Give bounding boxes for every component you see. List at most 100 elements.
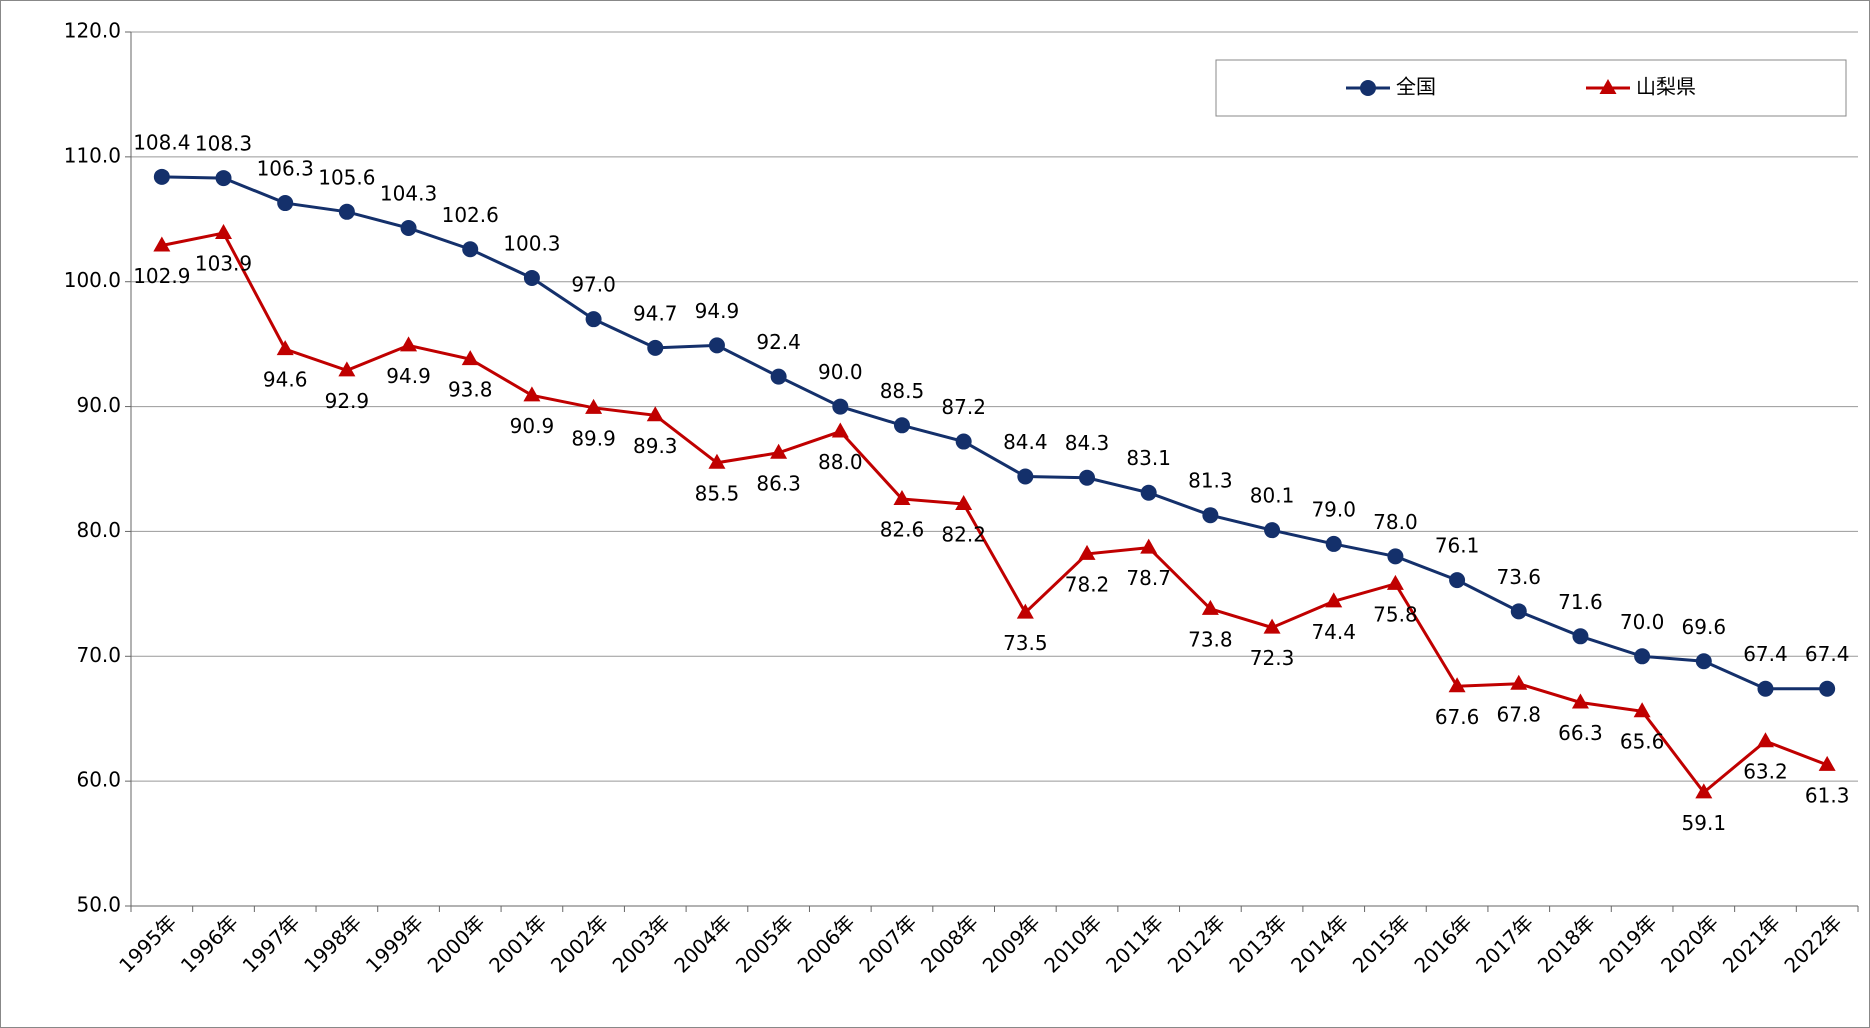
data-point (1201, 599, 1219, 615)
data-point (400, 220, 417, 237)
data-point (1757, 680, 1774, 697)
data-label: 106.3 (257, 157, 314, 181)
data-label: 84.3 (1065, 431, 1110, 455)
data-point (215, 170, 232, 187)
data-label: 102.6 (442, 203, 499, 227)
y-tick-label: 110.0 (64, 143, 121, 167)
data-point (338, 203, 355, 220)
data-label: 80.1 (1250, 484, 1295, 508)
data-label: 83.1 (1126, 446, 1171, 470)
data-label: 88.0 (818, 450, 863, 474)
data-label: 87.2 (941, 395, 986, 419)
data-point (770, 443, 788, 459)
data-label: 75.8 (1373, 602, 1418, 626)
data-label: 89.3 (633, 434, 678, 458)
data-label: 102.9 (133, 264, 190, 288)
data-point (1386, 574, 1404, 590)
data-label: 61.3 (1805, 783, 1850, 807)
y-tick-label: 120.0 (64, 19, 121, 43)
data-point (770, 368, 787, 385)
data-label: 108.4 (133, 130, 190, 154)
data-label: 88.5 (880, 379, 925, 403)
data-label: 74.4 (1311, 620, 1356, 644)
data-point (1078, 544, 1096, 560)
data-point (1325, 535, 1342, 552)
data-point (646, 406, 664, 422)
data-label: 105.6 (318, 165, 375, 189)
data-point (461, 350, 479, 366)
data-label: 67.4 (1743, 642, 1788, 666)
series-line (161, 231, 1828, 795)
data-point (1449, 572, 1466, 589)
data-label: 97.0 (571, 273, 616, 297)
data-point (955, 433, 972, 450)
series-line (161, 175, 1828, 691)
plot-area (131, 32, 1858, 906)
data-label: 69.6 (1682, 615, 1727, 639)
data-label: 94.7 (633, 301, 678, 325)
data-point (215, 224, 233, 240)
data-label: 84.4 (1003, 430, 1048, 454)
data-label: 65.6 (1620, 730, 1665, 754)
data-point (1571, 693, 1589, 709)
data-point (893, 417, 910, 434)
data-point (523, 269, 540, 286)
legend-marker (1599, 79, 1617, 94)
data-point (1140, 538, 1158, 554)
data-label: 59.1 (1682, 811, 1727, 835)
data-point (831, 422, 849, 438)
data-label: 63.2 (1743, 760, 1788, 784)
data-label: 71.6 (1558, 590, 1603, 614)
data-point (153, 236, 171, 252)
data-point (585, 398, 603, 414)
data-label: 67.6 (1435, 705, 1480, 729)
y-tick-label: 100.0 (64, 268, 121, 292)
data-point (153, 168, 170, 185)
data-label: 90.0 (818, 360, 863, 384)
data-label: 82.6 (880, 517, 925, 541)
data-label: 67.8 (1497, 702, 1542, 726)
data-label: 108.3 (195, 132, 252, 156)
data-point (462, 241, 479, 258)
y-tick-label: 60.0 (76, 768, 121, 792)
data-point (1140, 484, 1157, 501)
y-tick-label: 50.0 (76, 893, 121, 917)
data-label: 104.3 (380, 182, 437, 206)
data-label: 78.2 (1065, 572, 1110, 596)
data-point (647, 339, 664, 356)
data-point (276, 340, 294, 356)
data-label: 81.3 (1188, 469, 1233, 493)
data-point (955, 494, 973, 510)
data-label: 66.3 (1558, 721, 1603, 745)
data-point (1510, 603, 1527, 620)
data-point (1079, 469, 1096, 486)
data-label: 93.8 (448, 378, 493, 402)
data-point (893, 489, 911, 505)
legend-marker (1360, 80, 1376, 96)
data-label: 78.7 (1126, 566, 1171, 590)
data-label: 94.9 (695, 299, 740, 323)
data-label: 70.0 (1620, 610, 1665, 634)
data-label: 82.2 (941, 522, 986, 546)
data-point (400, 336, 418, 352)
y-tick-label: 70.0 (76, 643, 121, 667)
data-point (1756, 732, 1774, 748)
data-point (1818, 755, 1836, 771)
data-label: 103.9 (195, 252, 252, 276)
data-point (1264, 522, 1281, 539)
data-label: 92.9 (325, 389, 370, 413)
data-label: 78.0 (1373, 510, 1418, 534)
data-point (1695, 653, 1712, 670)
data-label: 67.4 (1805, 642, 1850, 666)
legend-label: 山梨県 (1636, 75, 1696, 99)
data-point (277, 195, 294, 212)
data-point (1016, 603, 1034, 619)
data-point (1017, 468, 1034, 485)
data-point (1448, 677, 1466, 693)
y-tick-label: 90.0 (76, 393, 121, 417)
data-point (1510, 674, 1528, 690)
data-point (1325, 592, 1343, 608)
data-label: 90.9 (510, 414, 555, 438)
data-point (338, 361, 356, 377)
